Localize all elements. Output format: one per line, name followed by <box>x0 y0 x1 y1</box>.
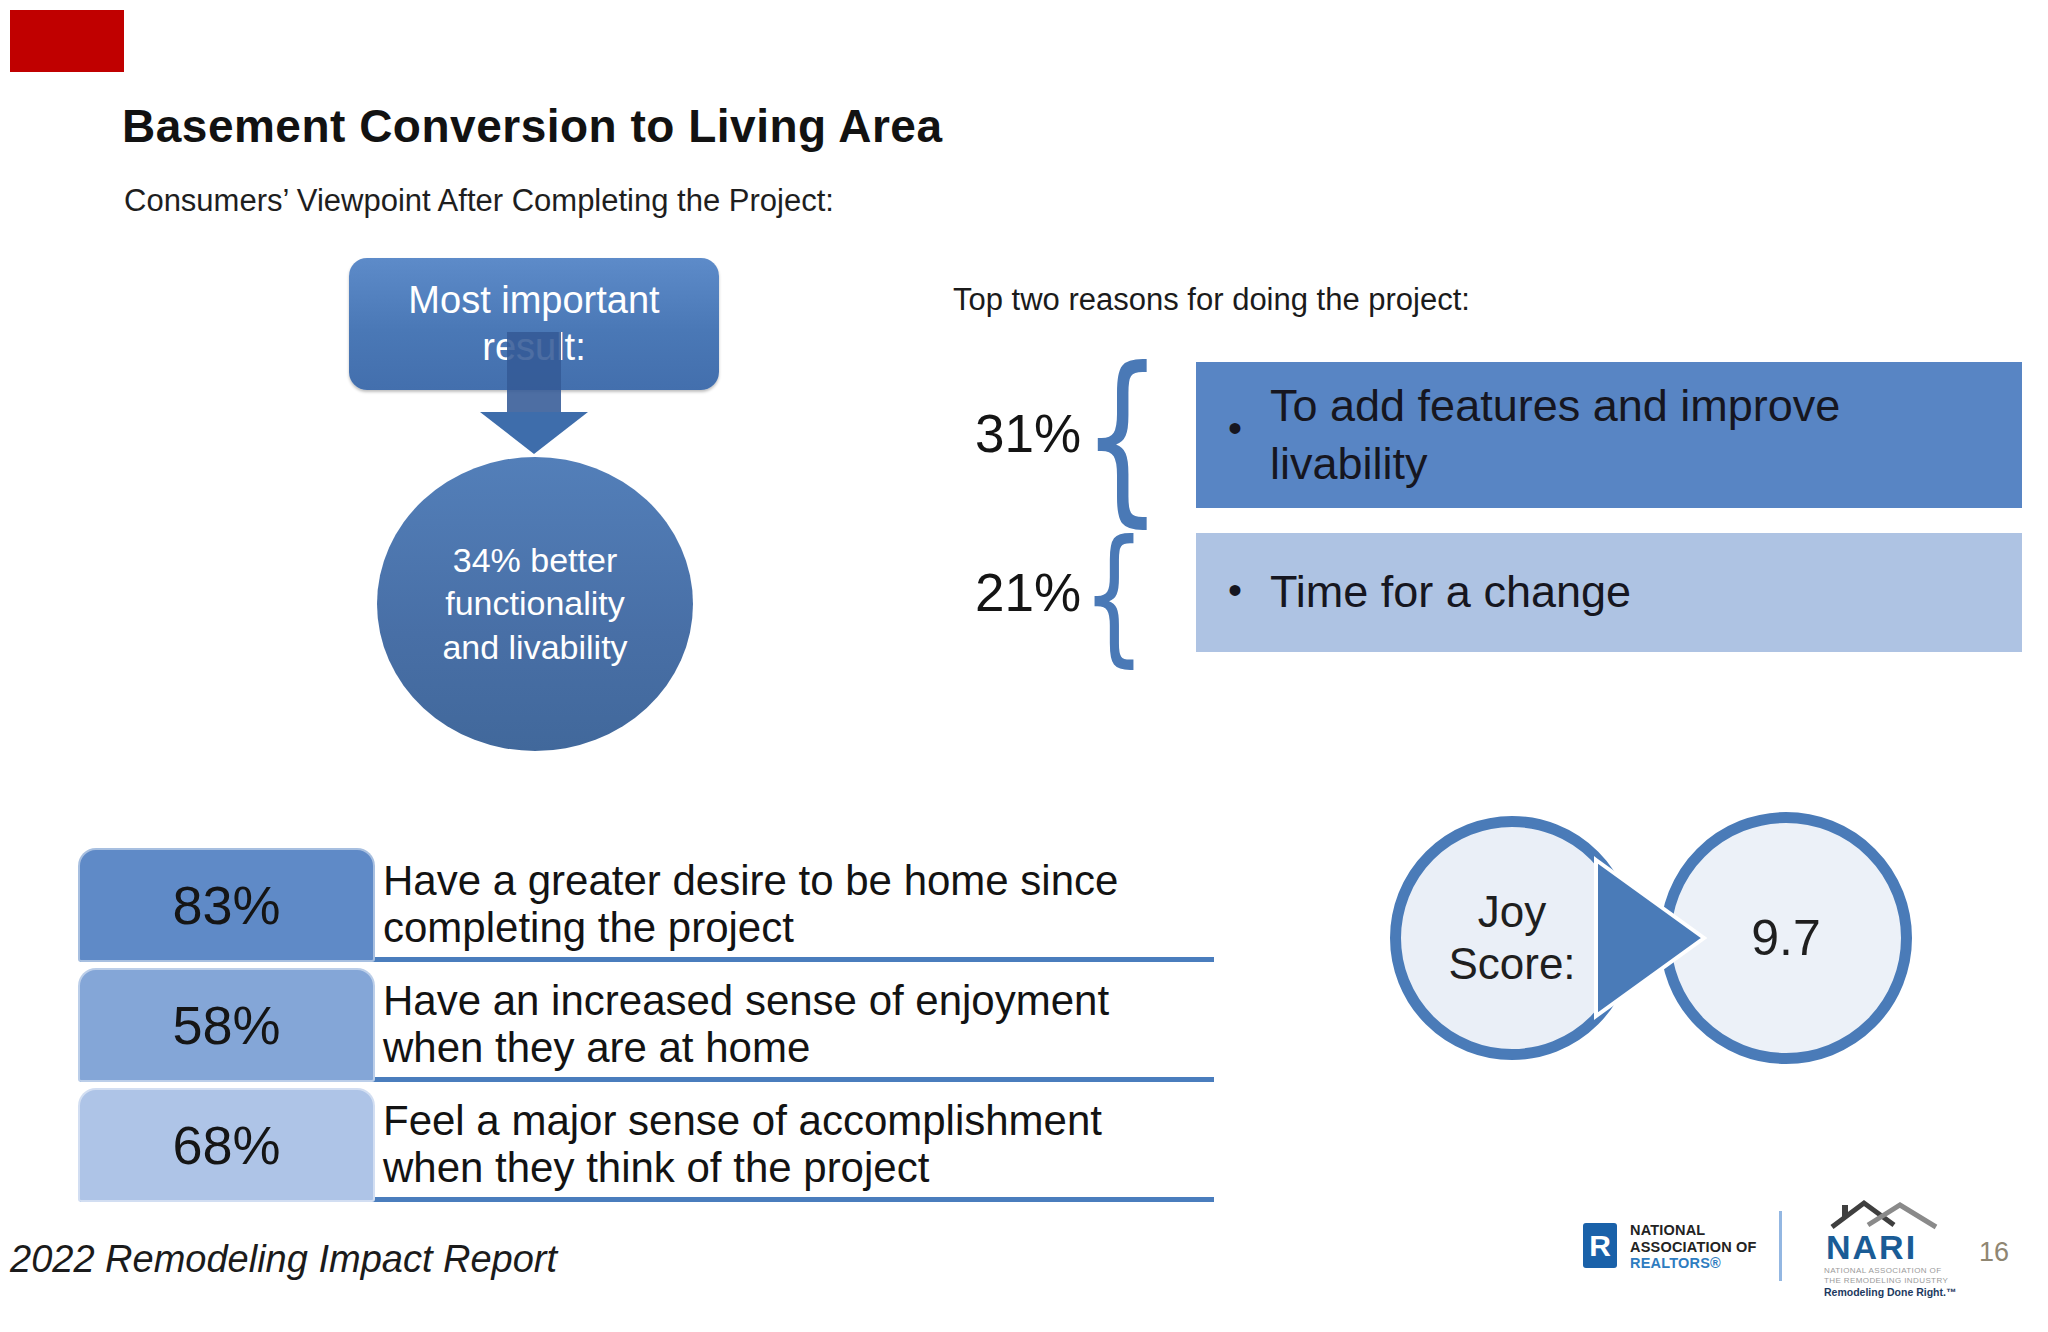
reason-2-percent: 21% <box>968 562 1088 623</box>
nari-logo-text: NARI <box>1826 1228 1944 1267</box>
stat-2-percent-box: 58% <box>78 968 375 1082</box>
stat-1-percent-box: 83% <box>78 848 375 962</box>
top-reasons-heading: Top two reasons for doing the project: <box>953 282 1470 318</box>
brace-icon: { <box>1082 520 1146 670</box>
stat-3-percent-box: 68% <box>78 1088 375 1202</box>
nar-logo-icon: R <box>1583 1223 1617 1268</box>
nar-line-3: REALTORS® <box>1630 1255 1757 1272</box>
most-important-result-circle: 34% better functionality and livability <box>377 457 693 751</box>
footer-divider <box>1779 1211 1782 1281</box>
down-arrow-icon <box>507 332 561 414</box>
page-title: Basement Conversion to Living Area <box>122 99 942 153</box>
down-arrow-head-icon <box>480 412 588 454</box>
stat-2-label: Have an increased sense of enjoyment whe… <box>383 970 1233 1078</box>
nari-tagline: Remodeling Done Right.™ <box>1824 1286 1956 1298</box>
nari-roof-icon <box>1824 1197 1944 1231</box>
nari-logo-subtext: NATIONAL ASSOCIATION OF THE REMODELING I… <box>1824 1266 1948 1285</box>
stat-1-percent: 83% <box>172 874 280 936</box>
joy-score-label: Joy Score: <box>1448 886 1575 990</box>
slide: Basement Conversion to Living Area Consu… <box>0 0 2048 1332</box>
report-source: 2022 Remodeling Impact Report <box>10 1238 557 1281</box>
nar-logo-text: NATIONAL ASSOCIATION OF REALTORS® <box>1630 1222 1757 1272</box>
joy-score-pointer-icon <box>1590 850 1710 1026</box>
most-important-result-value: 34% better functionality and livability <box>442 539 627 669</box>
brace-icon: { <box>1082 342 1162 530</box>
nar-line-2: ASSOCIATION OF <box>1630 1239 1757 1256</box>
stat-2-percent: 58% <box>172 994 280 1056</box>
nar-line-1: NATIONAL <box>1630 1222 1757 1239</box>
reason-1-bar: To add features and improve livability <box>1196 362 2022 508</box>
stat-3-percent: 68% <box>172 1114 280 1176</box>
reason-2-bar: Time for a change <box>1196 533 2022 652</box>
stat-3-label: Feel a major sense of accomplishment whe… <box>383 1090 1233 1198</box>
page-subtitle: Consumers’ Viewpoint After Completing th… <box>124 183 834 219</box>
stat-1-label: Have a greater desire to be home since c… <box>383 850 1233 958</box>
red-annotation-box <box>10 10 124 72</box>
joy-score-value: 9.7 <box>1751 909 1821 967</box>
reason-1-percent: 31% <box>968 403 1088 464</box>
page-number: 16 <box>1979 1237 2009 1268</box>
